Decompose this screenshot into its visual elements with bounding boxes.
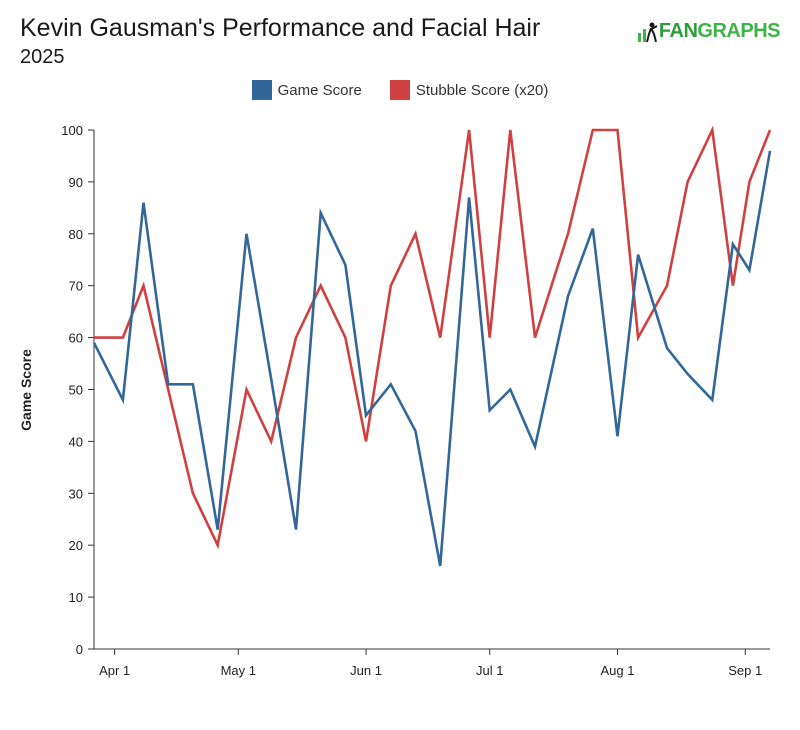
y-tick-label: 20	[69, 538, 83, 553]
y-tick-label: 10	[69, 590, 83, 605]
y-tick-label: 70	[69, 279, 83, 294]
legend-label-game-score: Game Score	[277, 81, 362, 99]
legend-swatch-game-score	[251, 80, 272, 100]
y-tick-label: 0	[76, 642, 83, 657]
x-tick-label: Sep 1	[728, 663, 762, 678]
y-tick-label: 100	[61, 123, 83, 138]
y-tick-label: 50	[69, 383, 83, 398]
legend-item-stubble-score[interactable]: Stubble Score (x20)	[389, 80, 549, 100]
logo-text-fan: FAN	[658, 20, 698, 42]
y-tick-label: 30	[69, 486, 83, 501]
series-layer	[92, 125, 772, 567]
legend-label-stubble-score: Stubble Score (x20)	[415, 81, 549, 99]
y-tick-label: 60	[69, 331, 83, 346]
y-tick-label: 40	[69, 434, 83, 449]
x-tick-label: Jun 1	[350, 663, 382, 678]
x-tick-label: Apr 1	[99, 663, 130, 678]
logo-text-graphs: GRAPHS	[697, 20, 780, 42]
axes: 0 10 20 30 40 50 60 70 80 90 100 Apr 1 May 1 Jun 1 Jul…	[61, 123, 770, 678]
legend-item-game-score[interactable]: Game Score	[251, 80, 362, 100]
series-line-game-score	[92, 150, 772, 567]
chart-subtitle: 2025	[20, 46, 65, 68]
series-line-stubble-score	[94, 125, 772, 550]
fangraphs-logo: FAN GRAPHS	[637, 20, 780, 43]
x-tick-label: Aug 1	[600, 663, 634, 678]
batter-icon	[637, 22, 658, 42]
y-tick-label: 90	[69, 175, 83, 190]
legend-swatch-stubble-score	[389, 80, 410, 100]
y-axis-label: Game Score	[18, 349, 34, 431]
chart-legend: Game Score Stubble Score (x20)	[0, 80, 800, 100]
y-tick-label: 80	[69, 227, 83, 242]
x-tick-label: Jul 1	[476, 663, 503, 678]
x-tick-label: May 1	[221, 663, 256, 678]
chart-title: Kevin Gausman's Performance and Facial H…	[20, 14, 541, 42]
